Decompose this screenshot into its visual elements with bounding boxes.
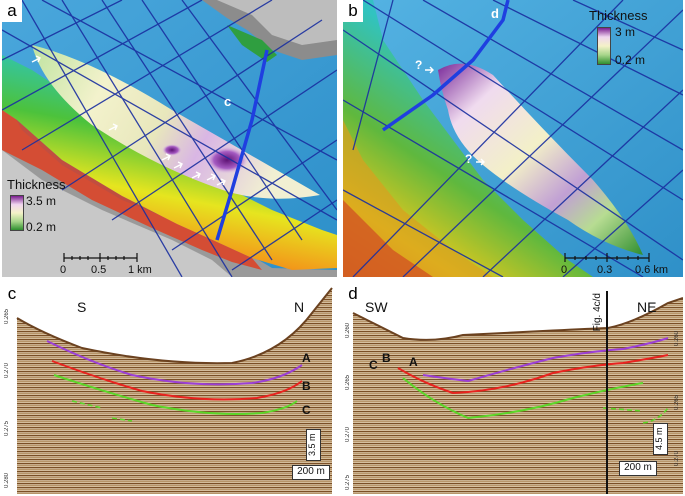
panel-d-vertical-scale: 4.5 m <box>653 423 668 455</box>
panel-b-map-graphic <box>343 0 683 277</box>
panel-c-horizon-a: A <box>302 351 311 365</box>
panel-c-direction-right: N <box>294 299 305 315</box>
panel-c-horizontal-scale: 200 m <box>292 465 330 480</box>
panel-d-horizon-b: B <box>382 351 391 365</box>
panel-b-scale-mid: 0.3 <box>597 264 613 276</box>
panel-d-seismic-graphic <box>343 283 683 494</box>
panel-a-legend-min: 0.2 m <box>26 220 57 234</box>
panel-a-letter: a <box>2 0 22 22</box>
panel-d-horizontal-scale: 200 m <box>619 461 657 476</box>
panel-d-horizon-c: C <box>369 358 378 372</box>
panel-c-seismic-graphic <box>2 283 337 494</box>
panel-d-axis-left-tick-4: 0.275 <box>345 475 351 491</box>
panel-a-map-graphic <box>2 0 337 277</box>
panel-c-axis-tick-4: 0.280 <box>4 473 10 489</box>
panel-c-axis-tick-3: 0.275 <box>4 421 10 437</box>
panel-c-vertical-scale: 3.5 m <box>306 429 321 461</box>
panel-a-legend-title: Thickness <box>7 177 66 192</box>
panel-d-seismic-profile: d SW NE C B A Fig. 4c/d 4.5 m 200 m 0.26… <box>343 283 683 494</box>
panel-b-legend-title: Thickness <box>589 8 648 23</box>
panel-c-axis-tick-2: 0.270 <box>4 363 10 379</box>
panel-a-legend-max: 3.5 m <box>26 194 57 208</box>
panel-b-legend-max: 3 m <box>615 25 636 39</box>
panel-d-direction-right: NE <box>637 299 657 315</box>
panel-b-scale-end: 0.6 km <box>635 264 669 276</box>
panel-b-legend-colorbar <box>597 27 611 65</box>
panel-a-scale-0: 0 <box>60 264 67 276</box>
panel-d-axis-left-tick-3: 0.270 <box>345 427 351 443</box>
panel-a-profile-label: c <box>224 94 232 109</box>
panel-b-map: b d ? ? Thickness 3 m 0.2 m 0 0.3 0.6 km <box>343 0 683 277</box>
panel-a-map: a c Thickness 3.5 m 0.2 m 0 0.5 1 km <box>2 0 337 277</box>
panel-a-scale-end: 1 km <box>128 264 152 276</box>
panel-d-axis-left-tick-2: 0.265 <box>345 375 351 391</box>
panel-d-figure-reference: Fig. 4c/d <box>592 293 603 332</box>
panel-b-scale-0: 0 <box>561 264 568 276</box>
panel-b-legend-min: 0.2 m <box>615 53 646 67</box>
panel-d-axis-left-tick-1: 0.260 <box>345 323 351 339</box>
panel-c-horizon-b: B <box>302 379 311 393</box>
panel-a-scale-mid: 0.5 <box>91 264 107 276</box>
panel-a-legend-colorbar <box>10 195 24 231</box>
panel-c-horizon-c: C <box>302 403 311 417</box>
panel-b-question-mark-2: ? <box>465 152 473 166</box>
panel-d-letter: d <box>343 283 363 305</box>
panel-d-direction-left: SW <box>365 299 388 315</box>
panel-c-seismic-profile: c S N A B C 3.5 m 200 m 0.265 0.270 0.27… <box>2 283 337 494</box>
panel-b-profile-label: d <box>491 6 499 21</box>
panel-d-axis-right-tick-2: 0.265 <box>674 395 680 411</box>
panel-d-axis-right-tick-1: 0.260 <box>674 331 680 347</box>
panel-c-direction-left: S <box>77 299 87 315</box>
panel-d-axis-right-tick-3: 0.270 <box>674 451 680 467</box>
panel-d-horizon-a: A <box>409 355 418 369</box>
panel-b-letter: b <box>343 0 363 22</box>
panel-b-question-mark-1: ? <box>415 58 423 72</box>
panel-c-letter: c <box>2 283 22 305</box>
panel-c-axis-tick-1: 0.265 <box>4 309 10 325</box>
